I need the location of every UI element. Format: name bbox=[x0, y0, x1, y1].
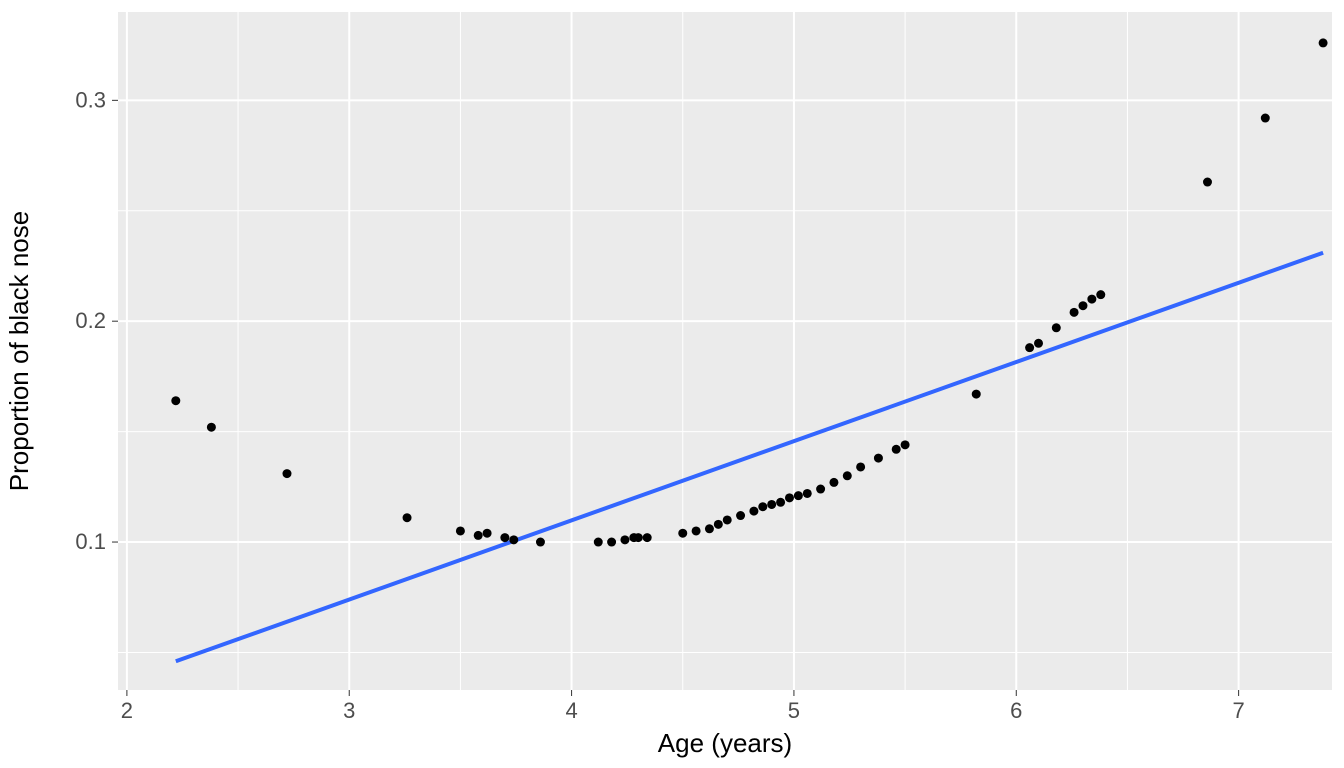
data-point bbox=[474, 531, 483, 540]
data-point bbox=[634, 533, 643, 542]
y-tick-label: 0.2 bbox=[75, 308, 106, 333]
data-point bbox=[785, 493, 794, 502]
data-point bbox=[282, 469, 291, 478]
data-point bbox=[901, 440, 910, 449]
x-axis-title: Age (years) bbox=[658, 728, 792, 758]
panel-background bbox=[118, 12, 1332, 690]
y-axis-title: Proportion of black nose bbox=[4, 211, 34, 491]
data-point bbox=[483, 529, 492, 538]
data-point bbox=[736, 511, 745, 520]
data-point bbox=[403, 513, 412, 522]
data-point bbox=[500, 533, 509, 542]
data-point bbox=[620, 535, 629, 544]
y-tick-label: 0.3 bbox=[75, 87, 106, 112]
data-point bbox=[171, 396, 180, 405]
data-point bbox=[1078, 301, 1087, 310]
data-point bbox=[749, 507, 758, 516]
data-point bbox=[678, 529, 687, 538]
data-point bbox=[536, 538, 545, 547]
data-point bbox=[829, 478, 838, 487]
data-point bbox=[1087, 295, 1096, 304]
x-tick-label: 6 bbox=[1010, 698, 1022, 723]
data-point bbox=[1070, 308, 1079, 317]
data-point bbox=[1034, 339, 1043, 348]
data-point bbox=[705, 524, 714, 533]
data-point bbox=[758, 502, 767, 511]
data-point bbox=[1052, 323, 1061, 332]
data-point bbox=[692, 526, 701, 535]
y-tick-label: 0.1 bbox=[75, 529, 106, 554]
data-point bbox=[643, 533, 652, 542]
data-point bbox=[892, 445, 901, 454]
data-point bbox=[856, 462, 865, 471]
data-point bbox=[1203, 178, 1212, 187]
data-point bbox=[874, 454, 883, 463]
data-point bbox=[1319, 38, 1328, 47]
data-point bbox=[509, 535, 518, 544]
data-point bbox=[594, 538, 603, 547]
x-tick-label: 4 bbox=[565, 698, 577, 723]
scatter-chart: 2 3 4 5 6 7 0.1 0.2 0.3 Age (years) Proportion of … bbox=[0, 0, 1344, 768]
data-point bbox=[456, 526, 465, 535]
data-point bbox=[1261, 114, 1270, 123]
x-tick-label: 3 bbox=[343, 698, 355, 723]
data-point bbox=[803, 489, 812, 498]
data-point bbox=[843, 471, 852, 480]
x-tick-label: 2 bbox=[121, 698, 133, 723]
data-point bbox=[714, 520, 723, 529]
chart-container: 2 3 4 5 6 7 0.1 0.2 0.3 Age (years) Proportion of … bbox=[0, 0, 1344, 768]
data-point bbox=[207, 423, 216, 432]
data-point bbox=[1096, 290, 1105, 299]
data-point bbox=[794, 491, 803, 500]
x-tick-label: 5 bbox=[788, 698, 800, 723]
data-point bbox=[776, 498, 785, 507]
data-point bbox=[1025, 343, 1034, 352]
data-point bbox=[816, 485, 825, 494]
data-point bbox=[767, 500, 776, 509]
data-point bbox=[723, 515, 732, 524]
x-tick-label: 7 bbox=[1232, 698, 1244, 723]
data-point bbox=[972, 390, 981, 399]
data-point bbox=[607, 538, 616, 547]
